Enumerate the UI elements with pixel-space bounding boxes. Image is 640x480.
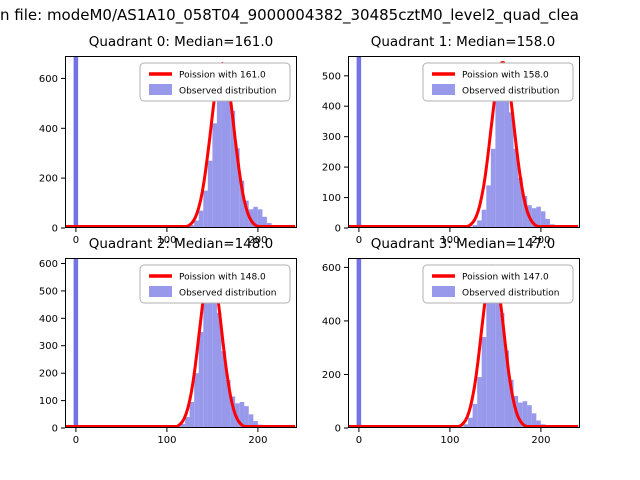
svg-text:600: 600 [39, 74, 58, 85]
svg-text:Observed distribution: Observed distribution [462, 87, 559, 97]
svg-text:0: 0 [356, 435, 362, 446]
svg-text:0: 0 [356, 235, 362, 246]
svg-text:0: 0 [73, 235, 79, 246]
svg-text:0: 0 [335, 224, 341, 235]
svg-text:100: 100 [157, 235, 176, 246]
svg-text:200: 200 [39, 174, 58, 185]
subplot-title-quadrant-1: Quadrant 1: Median=158.0 [370, 34, 556, 50]
svg-text:200: 200 [248, 435, 267, 446]
svg-text:200: 200 [322, 370, 341, 381]
svg-text:300: 300 [322, 132, 341, 143]
svg-text:Poission with 161.0: Poission with 161.0 [179, 71, 266, 81]
svg-text:200: 200 [531, 235, 550, 246]
subplot-title-quadrant-0: Quadrant 0: Median=161.0 [88, 34, 274, 50]
figure-suptitle: n file: modeM0/AS1A10_058T04_9000004382_… [0, 6, 580, 24]
svg-text:400: 400 [322, 316, 341, 327]
quadrant-2-plot: 0 100 200 300 400 500 600 0 100 200 Poission with … [39, 258, 297, 446]
svg-text:200: 200 [39, 369, 58, 380]
svg-text:200: 200 [248, 235, 267, 246]
svg-text:600: 600 [39, 259, 58, 270]
svg-text:200: 200 [322, 163, 341, 174]
svg-text:500: 500 [39, 286, 58, 297]
quadrant-0-plot: 0 200 400 600 0 100 200 Poission with 161.0 Obse… [39, 56, 297, 246]
subplot-title-quadrant-2: Quadrant 2: Median=148.0 [88, 236, 274, 252]
quadrant-3-plot: 0 200 400 600 0 100 200 Poission with 147.0 Obse… [322, 258, 580, 446]
svg-text:Observed distribution: Observed distribution [179, 289, 276, 299]
svg-text:Observed distribution: Observed distribution [179, 87, 276, 97]
svg-text:400: 400 [322, 102, 341, 113]
svg-text:100: 100 [440, 435, 459, 446]
svg-text:100: 100 [157, 435, 176, 446]
svg-text:Poission with 147.0: Poission with 147.0 [462, 273, 549, 283]
svg-text:500: 500 [322, 71, 341, 82]
svg-text:0: 0 [73, 435, 79, 446]
svg-text:600: 600 [322, 263, 341, 274]
svg-text:100: 100 [39, 396, 58, 407]
svg-text:0: 0 [335, 424, 341, 435]
svg-text:0: 0 [52, 224, 58, 235]
svg-text:Poission with 158.0: Poission with 158.0 [462, 71, 549, 81]
svg-text:400: 400 [39, 124, 58, 135]
svg-text:100: 100 [322, 193, 341, 204]
subplot-title-quadrant-3: Quadrant 3: Median=147.0 [370, 236, 556, 252]
svg-text:300: 300 [39, 341, 58, 352]
svg-text:200: 200 [531, 435, 550, 446]
svg-text:Poission with 148.0: Poission with 148.0 [179, 273, 266, 283]
svg-text:400: 400 [39, 314, 58, 325]
svg-text:100: 100 [440, 235, 459, 246]
quadrant-1-plot: 0 100 200 300 400 500 0 100 200 Poission with 158… [322, 56, 580, 246]
svg-text:Observed distribution: Observed distribution [462, 289, 559, 299]
svg-text:0: 0 [52, 424, 58, 435]
